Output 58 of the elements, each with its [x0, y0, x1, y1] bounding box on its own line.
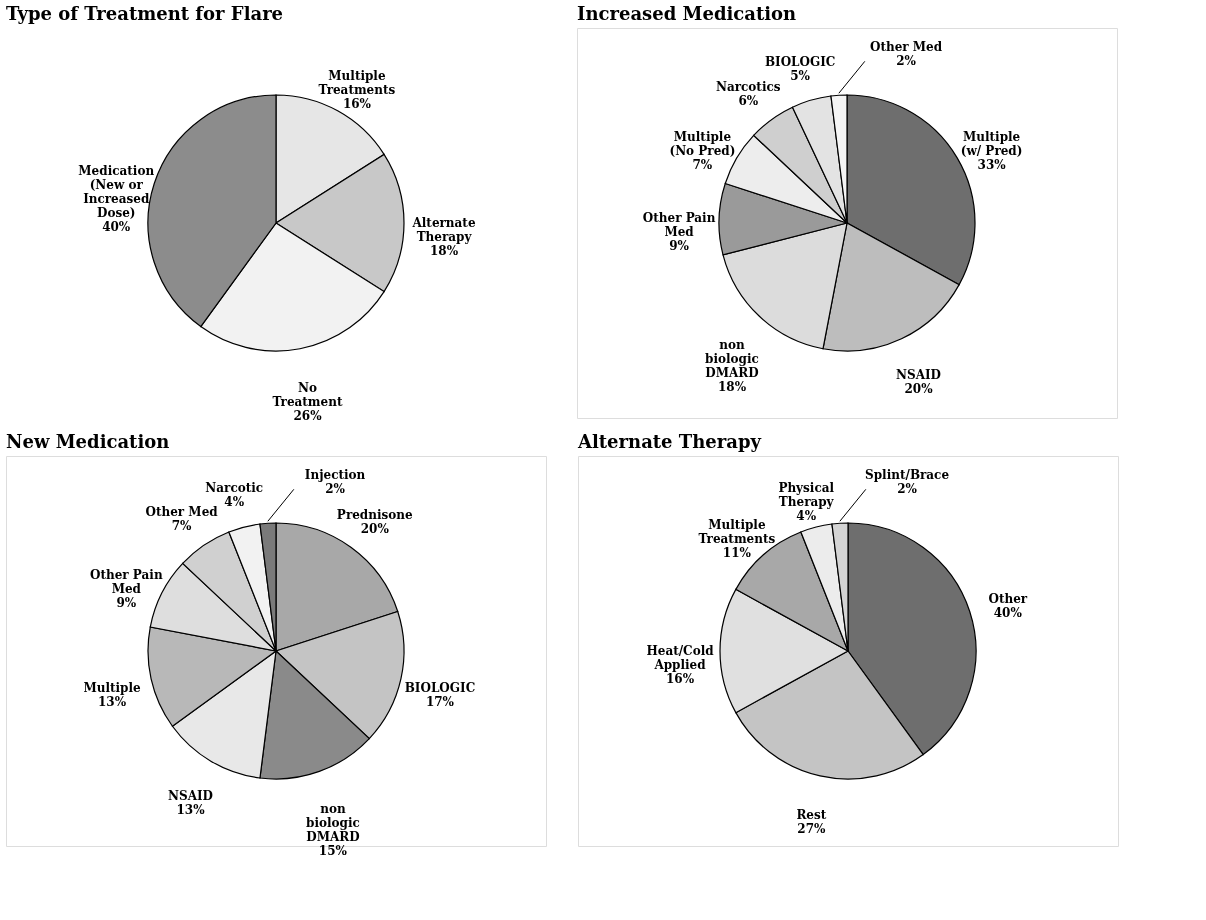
data-label: 7% [171, 519, 193, 534]
chart-title: Type of Treatment for Flare [6, 3, 284, 24]
slice-label: Other [988, 592, 1028, 607]
data-label: 20% [360, 522, 390, 537]
slice-label: Multiple Treatments [318, 68, 396, 97]
slice-label: NSAID [168, 788, 213, 803]
data-label: 18% [717, 380, 747, 395]
data-label: 2% [896, 54, 917, 69]
slice-label: BIOLOGIC [764, 54, 836, 69]
slice-label: Multiple (w/ Pred) [960, 130, 1023, 159]
data-label: 6% [738, 94, 759, 109]
slice-label: Multiple Treatments [698, 517, 776, 546]
data-label: 2% [897, 482, 918, 497]
data-label: 5% [790, 68, 811, 83]
data-label: 40% [993, 606, 1023, 621]
data-label: 13% [97, 694, 127, 709]
data-label: 4% [224, 495, 245, 510]
data-label: 9% [116, 595, 137, 610]
slice-label: Narcotics [715, 80, 781, 95]
slice-label: non biologic DMARD [306, 802, 360, 845]
data-label: 33% [977, 158, 1007, 173]
slice-label: No Treatment [272, 381, 343, 410]
slice-label: Multiple [83, 680, 142, 695]
slice-label: BIOLOGIC [404, 680, 476, 695]
slice-label: Other Pain Med [642, 210, 716, 239]
data-label: 11% [722, 545, 752, 560]
chart-title: Alternate Therapy [577, 431, 762, 452]
data-label: 2% [325, 482, 346, 497]
data-label: 18% [429, 244, 459, 258]
data-label: 16% [342, 96, 372, 111]
slice-label: Heat/Cold Applied [646, 644, 715, 672]
slice-label: Splint/Brace [865, 468, 950, 483]
data-label: 26% [293, 409, 323, 424]
slice-label: Other Pain Med [90, 567, 163, 596]
slice-label: Narcotic [205, 481, 264, 496]
slice-label: Medication (New or Increased Dose) [78, 164, 155, 221]
chart-title: New Medication [6, 431, 170, 452]
slice-label: Rest [796, 807, 827, 822]
data-label: 7% [692, 158, 713, 173]
data-label: 9% [669, 238, 690, 253]
chart-title: Increased Medication [577, 3, 797, 24]
slice-label: Physical Therapy [778, 481, 835, 510]
data-label: 17% [425, 694, 455, 709]
slice-label: NSAID [896, 368, 942, 383]
data-label: 20% [904, 382, 934, 397]
data-label: 4% [796, 509, 817, 524]
slice-label: Other Med [869, 40, 943, 55]
data-label: 16% [665, 672, 695, 686]
slice-label: Other Med [145, 505, 219, 520]
data-label: 15% [318, 844, 348, 859]
data-label: 13% [176, 802, 206, 817]
slice-label: non biologic DMARD [705, 338, 759, 381]
slice-label: Multiple (No Pred) [669, 130, 736, 159]
slice-label: Injection [304, 468, 366, 483]
slice-label: Alternate Therapy [411, 216, 476, 244]
data-label: 40% [102, 220, 131, 235]
slice-label: Prednisone [336, 508, 413, 523]
data-label: 27% [797, 821, 826, 836]
